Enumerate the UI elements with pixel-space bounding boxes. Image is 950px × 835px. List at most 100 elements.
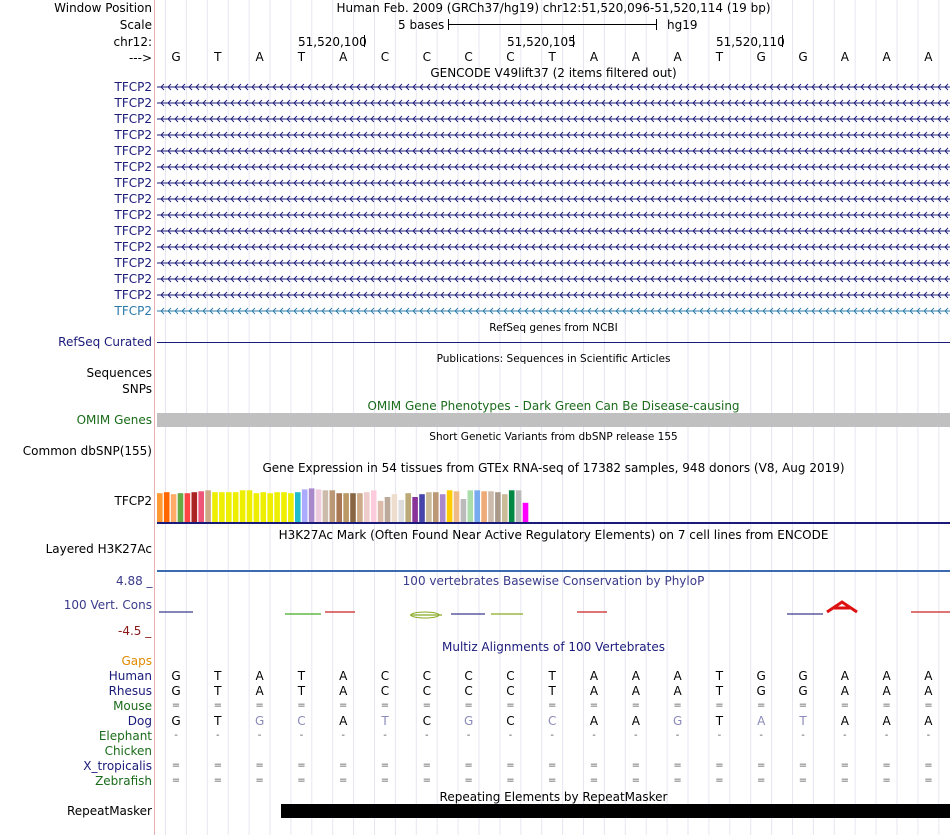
gtex-tissue-bar[interactable]: [157, 493, 163, 522]
h3k27ac-label[interactable]: Layered H3K27Ac: [45, 542, 152, 556]
gencode-transcript-label[interactable]: TFCP2: [114, 112, 152, 126]
gtex-tissue-bar[interactable]: [488, 491, 494, 522]
gtex-tissue-bar[interactable]: [460, 499, 467, 522]
gtex-tissue-bar[interactable]: [474, 490, 480, 522]
gencode-transcript-line[interactable]: [157, 274, 950, 284]
gtex-tissue-bar[interactable]: [170, 494, 177, 522]
gtex-tissue-bar[interactable]: [481, 491, 487, 522]
gtex-tissue-bar[interactable]: [370, 490, 377, 522]
gtex-tissue-bar[interactable]: [357, 493, 363, 522]
gencode-transcript-label[interactable]: TFCP2: [114, 240, 152, 254]
gtex-tissue-bar[interactable]: [364, 492, 370, 522]
gtex-tissue-bar[interactable]: [260, 492, 267, 522]
gtex-tissue-bar[interactable]: [267, 493, 273, 522]
gtex-tissue-bar[interactable]: [495, 492, 501, 522]
gtex-tissue-bar[interactable]: [198, 491, 204, 522]
gtex-gene-label[interactable]: TFCP2: [114, 494, 152, 508]
gtex-tissue-bar[interactable]: [426, 492, 432, 522]
gtex-tissue-bar[interactable]: [288, 493, 294, 522]
gencode-transcript-line[interactable]: [157, 194, 950, 204]
gencode-transcript-label[interactable]: TFCP2: [114, 144, 152, 158]
multiz-species-label[interactable]: Human: [108, 669, 152, 683]
gtex-tissue-bar[interactable]: [412, 497, 418, 522]
gencode-transcript-line[interactable]: [157, 258, 950, 268]
gtex-tissue-bar[interactable]: [301, 489, 308, 522]
gtex-tissue-bar[interactable]: [253, 493, 260, 522]
gtex-expression-chart[interactable]: [157, 474, 537, 522]
gencode-transcript-line[interactable]: [157, 178, 950, 188]
gencode-transcript-label[interactable]: TFCP2: [114, 272, 152, 286]
repeat-element-bar[interactable]: [281, 804, 950, 818]
multiz-species-label[interactable]: Zebrafish: [95, 774, 152, 788]
gencode-transcript-label[interactable]: TFCP2: [114, 96, 152, 110]
dbsnp-label[interactable]: Common dbSNP(155): [22, 444, 152, 458]
gencode-transcript-label[interactable]: TFCP2: [114, 224, 152, 238]
gtex-tissue-bar[interactable]: [377, 500, 384, 522]
gtex-tissue-bar[interactable]: [350, 493, 356, 522]
multiz-species-label[interactable]: Dog: [127, 714, 152, 728]
chrom-label[interactable]: chr12:: [113, 35, 152, 49]
gtex-tissue-bar[interactable]: [336, 493, 342, 522]
gtex-tissue-bar[interactable]: [405, 493, 411, 522]
multiz-species-label[interactable]: Elephant: [98, 729, 152, 743]
gencode-transcript-line[interactable]: [157, 290, 950, 300]
gtex-tissue-bar[interactable]: [226, 492, 232, 522]
multiz-species-label[interactable]: Mouse: [113, 699, 152, 713]
gtex-tissue-bar[interactable]: [232, 492, 239, 522]
gtex-tissue-bar[interactable]: [246, 490, 253, 522]
gaps-label[interactable]: Gaps: [121, 654, 152, 668]
gencode-transcript-label[interactable]: TFCP2: [114, 208, 152, 222]
gtex-tissue-bar[interactable]: [398, 499, 405, 522]
refseq-label[interactable]: RefSeq Curated: [58, 335, 152, 349]
gtex-tissue-bar[interactable]: [274, 492, 280, 522]
refseq-gene-line[interactable]: [157, 342, 950, 343]
gencode-transcript-label[interactable]: TFCP2: [114, 128, 152, 142]
gencode-transcript-label[interactable]: TFCP2: [114, 176, 152, 190]
gencode-transcript-label[interactable]: TFCP2: [114, 304, 152, 318]
gencode-transcript-line[interactable]: [157, 146, 950, 156]
sequences-label[interactable]: Sequences: [86, 366, 152, 380]
gencode-transcript-label[interactable]: TFCP2: [114, 160, 152, 174]
gtex-tissue-bar[interactable]: [205, 490, 211, 522]
gtex-tissue-bar[interactable]: [191, 492, 198, 522]
gtex-tissue-bar[interactable]: [184, 493, 191, 522]
gtex-tissue-bar[interactable]: [384, 497, 391, 522]
scale-label[interactable]: Scale: [119, 18, 152, 32]
multiz-species-label[interactable]: Rhesus: [108, 684, 152, 698]
gtex-tissue-bar[interactable]: [322, 490, 329, 522]
multiz-species-label[interactable]: X_tropicalis: [83, 759, 152, 773]
gtex-tissue-bar[interactable]: [308, 488, 315, 522]
gencode-transcript-label[interactable]: TFCP2: [114, 80, 152, 94]
gtex-tissue-bar[interactable]: [281, 492, 287, 522]
gtex-tissue-bar[interactable]: [433, 492, 439, 522]
gtex-tissue-bar[interactable]: [177, 493, 184, 522]
gtex-tissue-bar[interactable]: [419, 494, 425, 522]
gencode-transcript-label[interactable]: TFCP2: [114, 192, 152, 206]
window-position-label[interactable]: Window Position: [54, 1, 152, 15]
gtex-tissue-bar[interactable]: [329, 490, 336, 522]
gencode-transcript-line[interactable]: [157, 210, 950, 220]
gtex-tissue-bar[interactable]: [508, 490, 515, 522]
gencode-transcript-line[interactable]: [157, 306, 950, 316]
gencode-transcript-line[interactable]: [157, 98, 950, 108]
gtex-tissue-bar[interactable]: [343, 493, 349, 522]
gtex-tissue-bar[interactable]: [295, 492, 301, 522]
gtex-tissue-bar[interactable]: [522, 502, 529, 522]
gencode-transcript-label[interactable]: TFCP2: [114, 288, 152, 302]
repeatmasker-label[interactable]: RepeatMasker: [66, 804, 152, 818]
gtex-tissue-bar[interactable]: [163, 492, 170, 522]
multiz-species-label[interactable]: Chicken: [104, 744, 152, 758]
gencode-transcript-line[interactable]: [157, 242, 950, 252]
strand-label[interactable]: --->: [128, 51, 152, 65]
phylop-signal[interactable]: [155, 598, 950, 622]
gtex-tissue-bar[interactable]: [315, 489, 322, 522]
gencode-transcript-label[interactable]: TFCP2: [114, 256, 152, 270]
gtex-tissue-bar[interactable]: [391, 494, 398, 522]
omim-phenotype-bar[interactable]: [157, 413, 950, 427]
gtex-tissue-bar[interactable]: [467, 490, 474, 522]
gtex-tissue-bar[interactable]: [446, 490, 453, 522]
gencode-transcript-line[interactable]: [157, 114, 950, 124]
omim-label[interactable]: OMIM Genes: [76, 413, 152, 427]
gencode-transcript-line[interactable]: [157, 82, 950, 92]
gtex-tissue-bar[interactable]: [502, 494, 508, 522]
